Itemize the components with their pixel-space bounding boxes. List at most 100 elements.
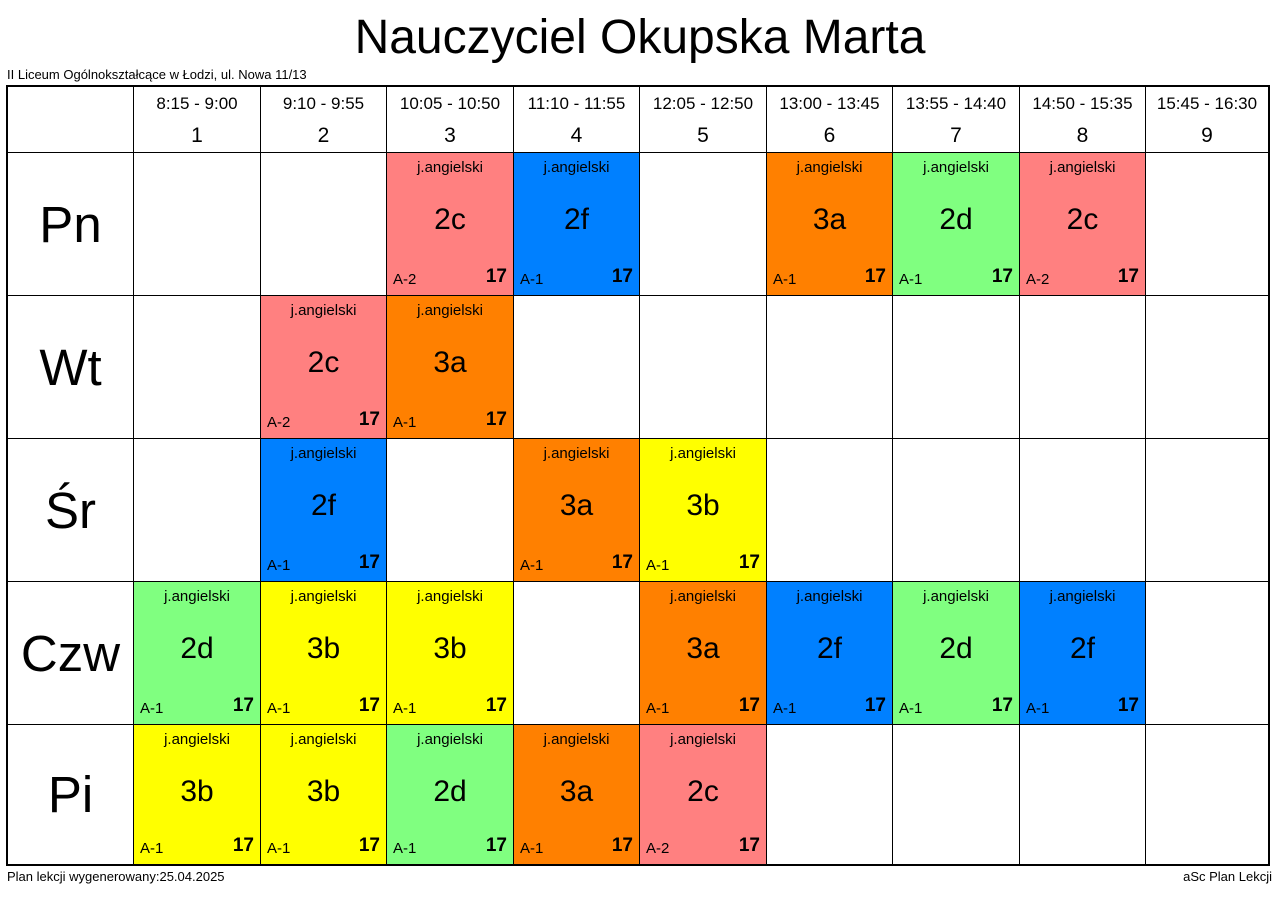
room-label: A-1: [267, 700, 291, 717]
app-credit: aSc Plan Lekcji: [1183, 869, 1272, 884]
period-time: 13:55 - 14:40: [905, 94, 1007, 113]
class-label: 3b: [433, 632, 467, 665]
subject-label: j.angielski: [543, 731, 610, 748]
room-label: A-1: [140, 840, 164, 857]
period-number: 5: [697, 124, 709, 147]
lesson-card[interactable]: j.angielski 3a A-1 17: [387, 296, 514, 439]
class-label: 3b: [686, 489, 720, 522]
room-label: A-1: [773, 700, 797, 717]
class-label: 3a: [559, 775, 594, 808]
lesson-number: 17: [358, 409, 380, 430]
empty-slot: [514, 296, 640, 439]
subject-label: j.angielski: [417, 731, 483, 748]
lesson-card[interactable]: j.angielski 2c A-2 17: [640, 725, 767, 864]
lesson-number: 17: [864, 695, 886, 716]
empty-slot: [767, 725, 893, 864]
class-label: 3b: [180, 775, 214, 808]
lesson-number: 17: [485, 695, 507, 716]
empty-slot: [387, 439, 514, 582]
lesson-card[interactable]: j.angielski 2f A-1 17: [767, 582, 893, 725]
lesson-number: 17: [738, 695, 760, 716]
lesson-number: 17: [485, 266, 507, 287]
lesson-card[interactable]: j.angielski 2f A-1 17: [514, 153, 640, 296]
lesson-card[interactable]: j.angielski 2d A-1 17: [134, 582, 261, 725]
subject-label: j.angielski: [543, 159, 610, 176]
subject-label: j.angielski: [290, 588, 357, 605]
page-title: Nauczyciel Okupska Marta: [354, 11, 926, 64]
lesson-card[interactable]: j.angielski 2d A-1 17: [893, 582, 1020, 725]
lesson-card[interactable]: j.angielski 2d A-1 17: [387, 725, 514, 864]
lesson-card[interactable]: j.angielski 2f A-1 17: [1020, 582, 1146, 725]
empty-slot: [893, 296, 1020, 439]
lesson-number: 17: [611, 835, 633, 856]
lesson-card[interactable]: j.angielski 2c A-2 17: [387, 153, 514, 296]
empty-slot: [1146, 582, 1268, 725]
lesson-card[interactable]: j.angielski 2c A-2 17: [261, 296, 387, 439]
lesson-card[interactable]: j.angielski 3a A-1 17: [640, 582, 767, 725]
lesson-card[interactable]: j.angielski 3b A-1 17: [134, 725, 261, 864]
lesson-number: 17: [738, 552, 760, 573]
subject-label: j.angielski: [670, 588, 736, 605]
subject-label: j.angielski: [164, 588, 230, 605]
room-label: A-1: [646, 700, 670, 717]
class-label: 2d: [939, 632, 973, 665]
lesson-card[interactable]: j.angielski 2d A-1 17: [893, 153, 1020, 296]
lesson-card[interactable]: j.angielski 2f A-1 17: [261, 439, 387, 582]
day-label: Czw: [8, 582, 134, 725]
lesson-card[interactable]: j.angielski 2c A-2 17: [1020, 153, 1146, 296]
room-label: A-1: [899, 271, 923, 288]
subject-label: j.angielski: [417, 588, 483, 605]
period-header: 13:55 - 14:40 7: [893, 87, 1020, 153]
class-label: 3a: [812, 203, 847, 236]
day-label: Wt: [8, 296, 134, 439]
lesson-card[interactable]: j.angielski 3b A-1 17: [261, 725, 387, 864]
lesson-card[interactable]: j.angielski 3a A-1 17: [767, 153, 893, 296]
period-time: 15:45 - 16:30: [1156, 94, 1258, 113]
lesson-number: 17: [358, 835, 380, 856]
subject-label: j.angielski: [290, 731, 357, 748]
class-label: 3b: [306, 775, 341, 808]
period-time: 8:15 - 9:00: [156, 94, 238, 113]
lesson-number: 17: [864, 266, 886, 287]
lesson-number: 17: [485, 835, 507, 856]
lesson-card[interactable]: j.angielski 3a A-1 17: [514, 439, 640, 582]
lesson-number: 17: [1117, 695, 1139, 716]
period-number: 2: [317, 124, 330, 147]
lesson-card[interactable]: j.angielski 3b A-1 17: [387, 582, 514, 725]
period-header: 9:10 - 9:55 2: [261, 87, 387, 153]
period-header: 13:00 - 13:45 6: [767, 87, 893, 153]
period-header: 15:45 - 16:30 9: [1146, 87, 1268, 153]
empty-slot: [514, 582, 640, 725]
lesson-number: 17: [991, 695, 1013, 716]
empty-slot: [1020, 439, 1146, 582]
subject-label: j.angielski: [1049, 159, 1116, 176]
subject-label: j.angielski: [796, 588, 863, 605]
period-time: 13:00 - 13:45: [779, 94, 880, 113]
period-number: 8: [1076, 124, 1089, 147]
lesson-card[interactable]: j.angielski 3a A-1 17: [514, 725, 640, 864]
room-label: A-2: [1026, 271, 1050, 288]
empty-slot: [1146, 153, 1268, 296]
lesson-number: 17: [358, 695, 380, 716]
period-header: 12:05 - 12:50 5: [640, 87, 767, 153]
subject-label: j.angielski: [290, 302, 357, 319]
period-time: 11:10 - 11:55: [527, 94, 626, 113]
period-header: 11:10 - 11:55 4: [514, 87, 640, 153]
room-label: A-2: [267, 414, 291, 431]
period-number: 4: [570, 124, 583, 147]
class-label: 2c: [434, 203, 466, 236]
subject-label: j.angielski: [923, 159, 989, 176]
lesson-number: 17: [991, 266, 1013, 287]
lesson-card[interactable]: j.angielski 3b A-1 17: [261, 582, 387, 725]
lesson-card[interactable]: j.angielski 3b A-1 17: [640, 439, 767, 582]
period-number: 9: [1201, 124, 1213, 147]
period-number: 6: [823, 124, 836, 147]
room-label: A-1: [140, 700, 164, 717]
period-time: 10:05 - 10:50: [399, 94, 501, 113]
empty-slot: [134, 153, 261, 296]
subject-label: j.angielski: [290, 445, 357, 462]
class-label: 2f: [563, 203, 590, 236]
lesson-number: 17: [358, 552, 380, 573]
class-label: 2d: [433, 775, 467, 808]
period-time: 12:05 - 12:50: [652, 94, 754, 113]
